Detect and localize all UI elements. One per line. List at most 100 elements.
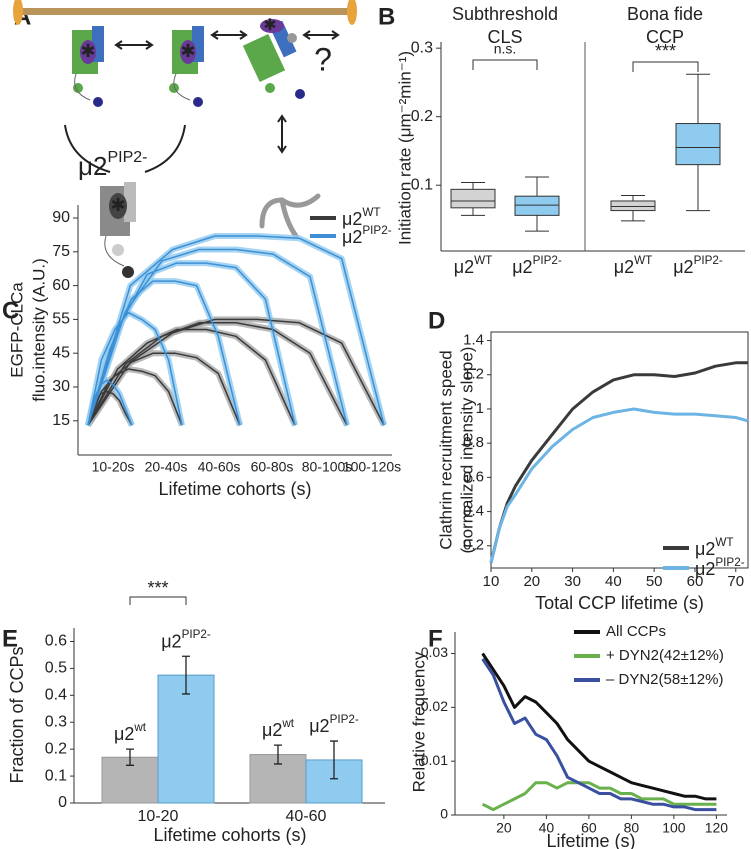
- error-bar: [274, 744, 282, 765]
- adaptor: ✱: [72, 26, 104, 107]
- y-tick-label: 0.2: [463, 537, 484, 554]
- membrane-end: [347, 0, 357, 25]
- label-sup: PIP2-: [715, 556, 744, 569]
- y-tick-label: 0.4: [463, 503, 484, 520]
- label-sup: PIP2-: [182, 628, 211, 641]
- svg-text:✱: ✱: [110, 195, 125, 215]
- curve: [87, 322, 348, 426]
- label-base: μ2: [614, 257, 634, 277]
- y-tick-label: 0: [440, 806, 448, 822]
- line: [489, 407, 749, 564]
- curve: [87, 379, 133, 426]
- x-axis-label: Total CCP lifetime (s): [535, 593, 704, 613]
- x-axis-label: Lifetime (s): [546, 831, 635, 849]
- x-tick-label: 40-60: [286, 808, 327, 825]
- y-axis-label: Clathrin recruitment speed: [436, 350, 455, 549]
- x-tick-label: 100-120s: [343, 459, 401, 475]
- label-sup: wt: [281, 717, 294, 730]
- membrane: [18, 8, 352, 15]
- label-sup: PIP2-: [533, 254, 562, 267]
- label-sup: PIP2-: [362, 224, 391, 237]
- legend-label: μ2PIP2-: [342, 224, 392, 247]
- x-tick-label: 40: [539, 820, 555, 836]
- panel-label: D: [428, 307, 445, 334]
- curve: [87, 368, 183, 426]
- x-tick-label: 10-20: [138, 808, 179, 825]
- curve: [87, 328, 296, 426]
- significance-bracket: [129, 596, 187, 605]
- x-tick-label: 60: [687, 573, 704, 590]
- y-tick-label: 0.6: [45, 633, 67, 650]
- y-axis-label: EGFP-CLCa: [7, 282, 26, 378]
- x-tick-label: 80-100s: [302, 459, 353, 475]
- adaptor: ✱: [242, 17, 305, 99]
- y-tick-label: 0.01: [421, 752, 448, 768]
- x-tick-label: 80: [624, 820, 640, 836]
- x-tick-label: 120: [705, 820, 729, 836]
- bar-label: μ2PIP2-: [309, 713, 359, 736]
- significance-bracket: [632, 61, 699, 72]
- x-axis-label: Lifetime cohorts (s): [158, 479, 311, 499]
- legend-label: μ2WT: [695, 536, 734, 559]
- legend-label: μ2PIP2-: [695, 556, 745, 579]
- group-title: Subthreshold: [452, 4, 558, 24]
- bar-label: μ2wt: [262, 717, 295, 740]
- x-tick-label: 50: [646, 573, 663, 590]
- y-tick-label: 0.1: [45, 767, 67, 784]
- significance-label: n.s.: [494, 41, 517, 57]
- group-title: CLS: [487, 27, 522, 47]
- y-tick-label: 1.4: [463, 332, 484, 349]
- bar: [157, 674, 215, 804]
- x-tick-label: μ2PIP2-: [673, 254, 723, 277]
- clathrin-triskelion: [259, 193, 321, 239]
- y-tick-label: 55: [52, 311, 70, 328]
- label-sup: WT: [474, 254, 492, 267]
- legend-label: All CCPs: [606, 623, 666, 640]
- box: [675, 123, 721, 166]
- significance-label: ***: [147, 578, 168, 598]
- label-base: μ2: [454, 257, 474, 277]
- adaptor: ✱: [169, 26, 204, 107]
- x-tick-label: 30: [564, 573, 581, 590]
- arrows: [64, 30, 340, 173]
- label-base: μ2: [342, 227, 362, 247]
- panel-a-diagram: A ✱ ✱ ✱ ? μ2PIP2-: [13, 0, 357, 278]
- y-tick-label: 0.2: [411, 108, 433, 125]
- svg-text:✱: ✱: [80, 41, 95, 61]
- label-base: μ2: [695, 539, 715, 559]
- y-tick-label: 45: [52, 344, 70, 361]
- bar-label: μ2wt: [114, 721, 147, 744]
- y-tick-label: 0: [58, 794, 67, 811]
- curve: [87, 235, 385, 426]
- y-tick-label: 0.5: [45, 660, 67, 677]
- label-sup: WT: [362, 206, 380, 219]
- label-base: μ2: [512, 257, 532, 277]
- x-axis-label: Lifetime cohorts (s): [153, 825, 306, 845]
- y-tick-label: 0.2: [45, 740, 67, 757]
- box: [514, 195, 560, 216]
- label-sup: WT: [634, 254, 652, 267]
- error-bar: [182, 655, 190, 695]
- x-tick-label: 60-80s: [251, 459, 294, 475]
- legend-label: μ2WT: [342, 206, 381, 229]
- y-tick-label: 0.3: [45, 713, 67, 730]
- significance-bracket: [472, 59, 538, 70]
- y-axis-label: fluo.intensity (A.U.): [29, 258, 48, 402]
- y-tick-label: 0.8: [463, 434, 484, 451]
- box: [610, 200, 656, 212]
- label-base: μ2: [342, 209, 362, 229]
- x-tick-label: 20-40s: [145, 459, 188, 475]
- x-tick-label: 40-60s: [198, 459, 241, 475]
- y-axis-label: Initiation rate (μm⁻²min⁻¹): [395, 51, 414, 245]
- x-tick-label: 20: [523, 573, 540, 590]
- y-tick-label: 0.3: [411, 39, 433, 56]
- y-axis-label: Relative frequency: [409, 651, 428, 792]
- y-tick-label: 1: [476, 400, 484, 417]
- x-tick-label: μ2WT: [454, 254, 493, 277]
- label-sup: PIP2-: [330, 713, 359, 726]
- y-tick-label: 75: [52, 243, 70, 260]
- panel-label: E: [2, 625, 18, 652]
- y-tick-label: 0.6: [463, 468, 484, 485]
